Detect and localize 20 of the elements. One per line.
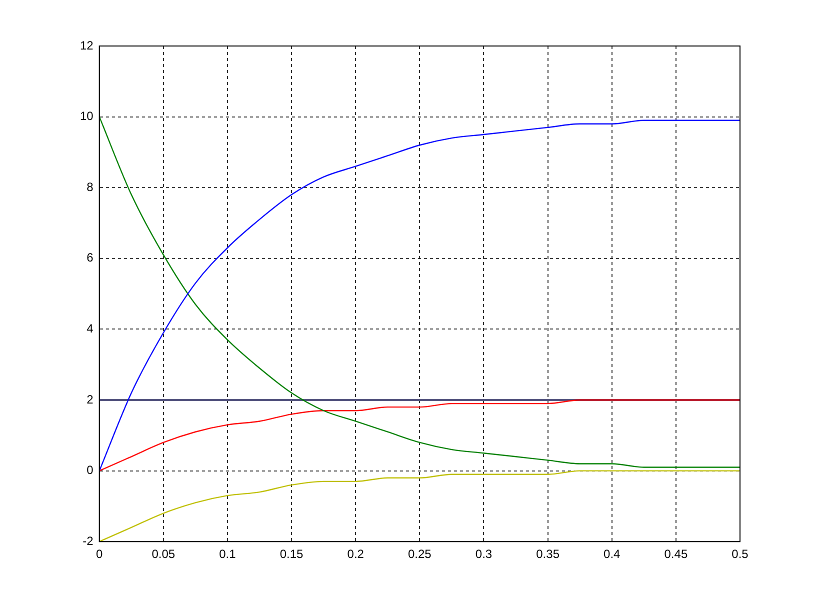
y-tick-label: 2: [86, 392, 94, 406]
x-tick-label: 0.3: [475, 547, 492, 562]
x-tick-label: 0.25: [408, 547, 432, 562]
line-series: [99, 399, 740, 472]
y-tick-label: 4: [86, 322, 94, 336]
x-tick-label: 0.45: [664, 547, 688, 562]
x-tick-label: 0: [96, 547, 104, 562]
y-tick-label: 6: [86, 250, 94, 265]
y-tick-label: 12: [80, 38, 94, 52]
x-tick-label: 0.4: [604, 547, 621, 562]
y-tick-label: 8: [86, 180, 94, 194]
x-tick-label: 0.05: [152, 547, 176, 562]
x-tick-label: 0.35: [536, 547, 560, 562]
y-tick-label: 0: [86, 463, 94, 478]
y-tick-label: 10: [80, 109, 94, 124]
x-tick-label: 0.5: [732, 547, 749, 562]
x-tick-label: 0.1: [219, 547, 236, 562]
x-tick-label: 0.2: [347, 547, 364, 562]
y-tick-label: -2: [82, 534, 94, 548]
x-tick-label: 0.15: [280, 547, 304, 562]
